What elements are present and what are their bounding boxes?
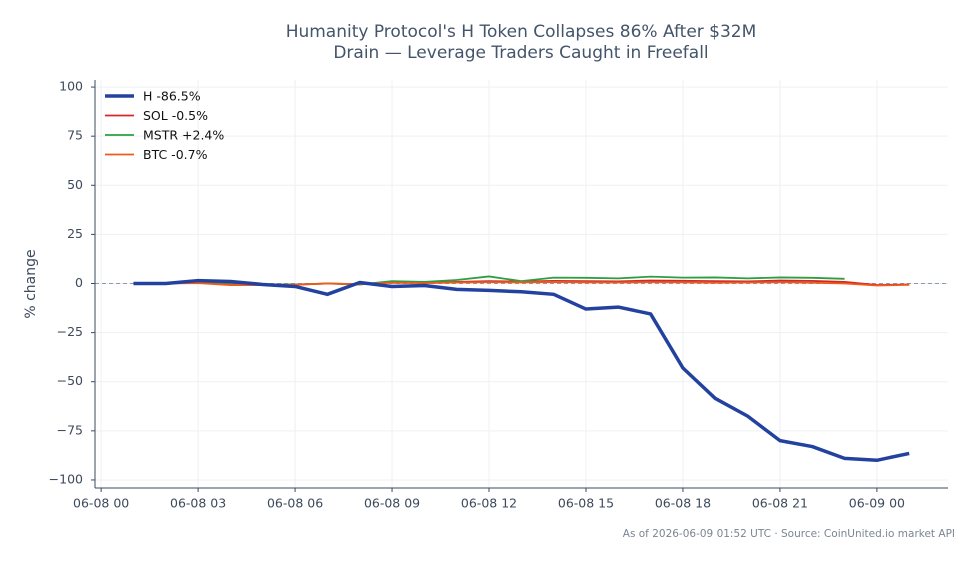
legend-label: H -86.5% [143, 89, 201, 104]
y-tick-label: 100 [59, 79, 83, 94]
y-tick-label: −100 [49, 471, 83, 486]
y-tick-label: 0 [75, 275, 83, 290]
x-tick-label: 06-08 00 [73, 496, 129, 511]
legend-label: SOL -0.5% [143, 108, 208, 123]
x-tick-label: 06-08 21 [752, 496, 808, 511]
legend-label: MSTR +2.4% [143, 128, 224, 143]
x-tick-label: 06-08 03 [170, 496, 226, 511]
y-tick-label: 75 [67, 128, 83, 143]
y-tick-label: −25 [57, 324, 83, 339]
y-axis-label: % change [23, 249, 39, 318]
y-tick-label: 25 [67, 226, 83, 241]
x-tick-label: 06-08 15 [558, 496, 614, 511]
y-tick-label: −75 [57, 422, 83, 437]
x-tick-label: 06-08 18 [655, 496, 711, 511]
x-tick-label: 06-08 06 [267, 496, 323, 511]
chart-title: Humanity Protocol's H Token Collapses 86… [286, 22, 757, 42]
x-tick-label: 06-09 00 [849, 496, 905, 511]
series-line [133, 278, 910, 463]
y-tick-label: −50 [57, 373, 83, 388]
legend-label: BTC -0.7% [143, 147, 208, 162]
chart-title: Drain — Leverage Traders Caught in Freef… [333, 43, 708, 63]
footnote: As of 2026-06-09 01:52 UTC · Source: Coi… [623, 528, 955, 540]
y-tick-label: 50 [67, 177, 83, 192]
x-tick-label: 06-08 12 [461, 496, 517, 511]
x-tick-label: 06-08 09 [364, 496, 420, 511]
